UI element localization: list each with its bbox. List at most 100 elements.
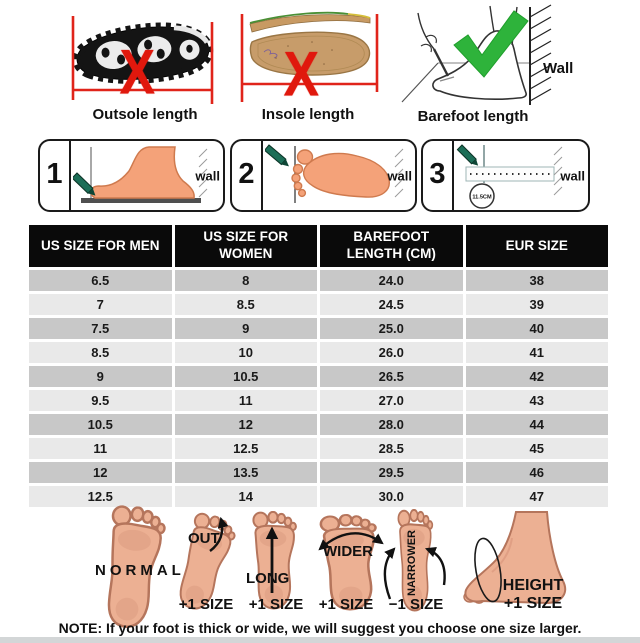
outsole-illustration [71, 16, 214, 104]
table-cell: 39 [465, 294, 608, 315]
wall-hatch-icon [394, 148, 404, 198]
table-row: 6.5 8 24.0 38 [29, 270, 608, 291]
table-row: 9.5 11 27.0 43 [29, 390, 608, 411]
table-row: 12 13.5 29.5 46 [29, 462, 608, 483]
red-x-icon: X [283, 39, 320, 110]
table-cell: 9 [29, 366, 172, 387]
fit-label-wider: WIDER [323, 543, 373, 560]
table-cell: 14 [174, 486, 317, 507]
table-cell: 38 [465, 270, 608, 291]
table-row: 8.5 10 26.0 41 [29, 342, 608, 363]
measure-bracket-icon [71, 16, 214, 104]
table-cell: 47 [465, 486, 608, 507]
table-cell: 45 [465, 438, 608, 459]
green-check-icon [453, 10, 529, 78]
table-cell: 46 [465, 462, 608, 483]
table-cell: 7.5 [29, 318, 172, 339]
fit-label-height: HEIGHT [502, 577, 564, 594]
table-cell: 11 [29, 438, 172, 459]
step-3-art: 11.5CM [456, 144, 563, 209]
table-cell: 12.5 [29, 486, 172, 507]
table-row: 9 10.5 26.5 42 [29, 366, 608, 387]
insole-side-icon [249, 11, 371, 33]
measurement-value: 11.5CM [472, 195, 492, 201]
step-2-art [265, 144, 404, 203]
step-number: 3 [423, 141, 454, 210]
table-cell: 30.0 [320, 486, 463, 507]
size-chart-table: US SIZE FOR MEN US SIZE FOR WOMEN BAREFO… [26, 222, 611, 510]
size-note-out: +1 SIZE [178, 596, 234, 613]
table-cell: 44 [465, 414, 608, 435]
step-number: 2 [232, 141, 263, 210]
table-cell: 29.5 [320, 462, 463, 483]
col-header-us-women: US SIZE FOR WOMEN [174, 225, 317, 267]
table-cell: 9.5 [29, 390, 172, 411]
table-cell: 26.0 [320, 342, 463, 363]
table-cell: 25.0 [320, 318, 463, 339]
step-3-box: 3 11.5CM wall [421, 139, 590, 212]
table-row: 11 12.5 28.5 45 [29, 438, 608, 459]
table-cell: 7 [29, 294, 172, 315]
step-1-art [73, 146, 208, 203]
out-arrow-icon [209, 516, 229, 552]
size-note-narrower: −1 SIZE [388, 596, 444, 613]
table-cell: 10 [174, 342, 317, 363]
table-cell: 6.5 [29, 270, 172, 291]
table-row: 7.5 9 25.0 40 [29, 318, 608, 339]
red-x-icon: X [119, 37, 156, 108]
table-cell: 10.5 [174, 366, 317, 387]
note-text: NOTE: If your foot is thick or wide, we … [58, 620, 582, 636]
method-barefoot-label: Barefoot length [417, 108, 529, 125]
size-chart-body: 6.5 8 24.0 38 7 8.5 24.5 39 7.5 9 25.0 40 8.5 10 26.0 4… [29, 270, 608, 507]
table-cell: 12 [29, 462, 172, 483]
foot-side-icon [90, 146, 195, 199]
table-cell: 40 [465, 318, 608, 339]
table-cell: 24.0 [320, 270, 463, 291]
size-chart-header: US SIZE FOR MEN US SIZE FOR WOMEN BAREFO… [29, 225, 608, 267]
wider-arrow-icon [318, 532, 384, 551]
wall-label: wall [195, 168, 220, 183]
table-row: 10.5 12 28.0 44 [29, 414, 608, 435]
shoe-outsole-icon [72, 22, 214, 84]
table-cell: 28.5 [320, 438, 463, 459]
size-note-wider: +1 SIZE [318, 596, 374, 613]
narrower-right-arrow-icon [424, 547, 446, 586]
size-note-height: +1 SIZE [503, 595, 563, 612]
wall-hatch-icon [553, 146, 563, 196]
step-1-box: 1 wall [38, 139, 225, 212]
table-cell: 24.5 [320, 294, 463, 315]
wall-label: Wall [543, 60, 574, 77]
wall-label: wall [387, 168, 412, 183]
height-ring-icon [474, 537, 502, 603]
insole-top-icon [249, 31, 371, 76]
fit-label-long: LONG [246, 570, 290, 587]
table-row: 7 8.5 24.5 39 [29, 294, 608, 315]
table-cell: 12 [174, 414, 317, 435]
col-header-us-men: US SIZE FOR MEN [29, 225, 172, 267]
pencil-icon [73, 172, 96, 196]
table-cell: 43 [465, 390, 608, 411]
footprint-icon [291, 149, 390, 198]
table-cell: 13.5 [174, 462, 317, 483]
table-cell: 27.0 [320, 390, 463, 411]
table-cell: 10.5 [29, 414, 172, 435]
measurement-circle [469, 183, 495, 209]
barefoot-illustration [401, 4, 552, 105]
method-insole-label: Insole length [261, 106, 355, 123]
col-header-eur: EUR SIZE [465, 225, 608, 267]
narrower-left-arrow-icon [383, 547, 396, 600]
col-header-barefoot: BAREFOOT LENGTH (CM) [320, 225, 463, 267]
bottom-divider [0, 637, 640, 643]
table-cell: 8 [174, 270, 317, 291]
table-cell: 42 [465, 366, 608, 387]
pencil-icon [456, 144, 479, 166]
fit-guide-arrows [209, 516, 446, 600]
table-cell: 26.5 [320, 366, 463, 387]
wall-hatch-icon [529, 4, 552, 105]
table-row: 12.5 14 30.0 47 [29, 486, 608, 507]
fit-label-narrower: NARROWER [406, 530, 418, 596]
pencil-icon [265, 144, 289, 167]
table-cell: 28.0 [320, 414, 463, 435]
hand-pencil-sketch-icon [417, 12, 455, 82]
